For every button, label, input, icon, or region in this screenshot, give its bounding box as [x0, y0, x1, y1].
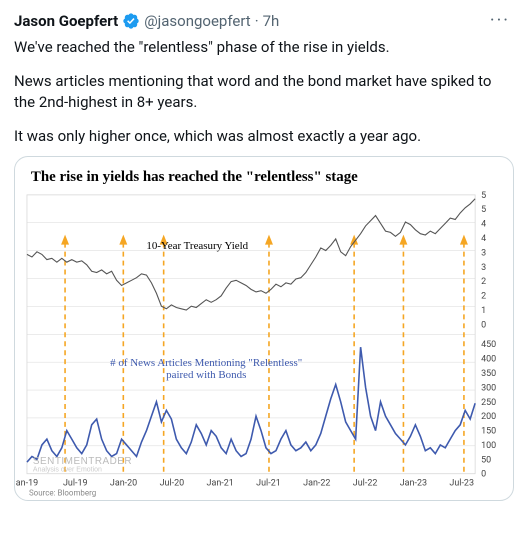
- body-paragraph-3: It was only higher once, which was almos…: [14, 126, 514, 146]
- svg-text:Analysis over Emotion: Analysis over Emotion: [33, 467, 102, 474]
- svg-text:2: 2: [481, 292, 486, 302]
- tweet-body: We've reached the "relentless" phase of …: [14, 37, 514, 146]
- body-paragraph-1: We've reached the "relentless" phase of …: [14, 37, 514, 57]
- svg-text:Jan-20: Jan-20: [110, 479, 137, 489]
- svg-text:Jul-22: Jul-22: [353, 479, 378, 489]
- body-paragraph-2: News articles mentioning that word and t…: [14, 71, 514, 112]
- svg-text:450: 450: [481, 340, 496, 350]
- svg-text:Jul-21: Jul-21: [256, 479, 281, 489]
- post-time[interactable]: 7h: [263, 12, 280, 30]
- svg-text:Jan-22: Jan-22: [303, 479, 330, 489]
- svg-text:0: 0: [481, 470, 486, 480]
- svg-text:paired with Bonds: paired with Bonds: [166, 369, 246, 381]
- svg-text:0: 0: [481, 320, 486, 330]
- svg-text:4: 4: [481, 220, 486, 230]
- svg-text:350: 350: [481, 369, 496, 379]
- svg-text:Jul-20: Jul-20: [160, 479, 185, 489]
- svg-text:5: 5: [481, 205, 486, 215]
- svg-text:# of News Articles Mentioning: # of News Articles Mentioning "Relentles…: [110, 357, 302, 369]
- svg-text:150: 150: [481, 427, 496, 437]
- svg-text:250: 250: [481, 398, 496, 408]
- author-handle[interactable]: @jasongoepfert: [144, 12, 251, 30]
- svg-text:3: 3: [481, 248, 486, 258]
- svg-text:Jan-21: Jan-21: [207, 479, 234, 489]
- svg-text:10-Year Treasury Yield: 10-Year Treasury Yield: [146, 240, 248, 252]
- svg-text:Jul-19: Jul-19: [63, 479, 88, 489]
- separator-dot: ·: [255, 12, 259, 30]
- svg-text:Source: Bloomberg: Source: Bloomberg: [29, 489, 96, 498]
- svg-text:300: 300: [481, 383, 496, 393]
- svg-text:Jan-23: Jan-23: [400, 479, 427, 489]
- more-options-icon[interactable]: ···: [490, 10, 514, 31]
- verified-badge-icon: [122, 12, 140, 30]
- svg-text:3: 3: [481, 263, 486, 273]
- svg-text:200: 200: [481, 412, 496, 422]
- svg-text:50: 50: [481, 455, 491, 465]
- chart-svg: The rise in yields has reached the "rele…: [15, 157, 513, 500]
- svg-text:100: 100: [481, 441, 496, 451]
- svg-text:400: 400: [481, 355, 496, 365]
- svg-text:Jul-23: Jul-23: [449, 479, 474, 489]
- svg-text:4: 4: [481, 234, 486, 244]
- svg-text:SENTIMENTRADER: SENTIMENTRADER: [33, 456, 132, 467]
- svg-text:5: 5: [481, 191, 486, 201]
- svg-text:2: 2: [481, 277, 486, 287]
- chart-image[interactable]: The rise in yields has reached the "rele…: [14, 156, 514, 501]
- tweet-container: Jason Goepfert @jasongoepfert · 7h ··· W…: [0, 0, 528, 511]
- author-name[interactable]: Jason Goepfert: [14, 12, 118, 30]
- svg-text:an-19: an-19: [16, 479, 38, 489]
- svg-text:The rise in yields has reached: The rise in yields has reached the "rele…: [31, 169, 358, 185]
- tweet-header: Jason Goepfert @jasongoepfert · 7h ···: [14, 10, 514, 31]
- svg-text:1: 1: [481, 306, 486, 316]
